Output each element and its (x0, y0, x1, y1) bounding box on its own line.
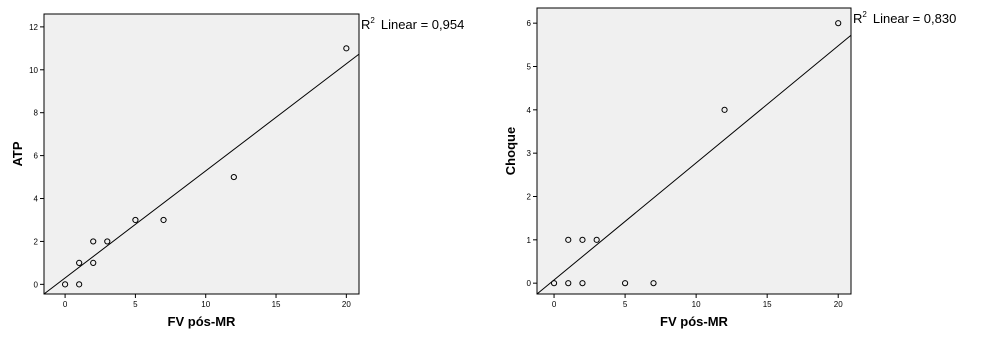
data-point (343, 45, 350, 52)
data-point (565, 280, 572, 287)
y-axis-label: ATP (10, 141, 25, 166)
data-point (90, 259, 97, 266)
y-tick-label: 0 (527, 279, 532, 288)
y-tick-label: 4 (34, 195, 39, 204)
y-tick-label: 1 (527, 236, 532, 245)
x-tick-label: 0 (552, 300, 557, 309)
data-point (61, 281, 69, 288)
data-point (721, 106, 728, 113)
y-tick-label: 2 (527, 193, 532, 202)
x-tick-label: 5 (133, 300, 138, 309)
r2-annotation: R2 Linear = 0,954 (361, 16, 464, 32)
y-tick-label: 10 (29, 66, 38, 75)
data-point (621, 280, 629, 287)
y-tick-label: 6 (527, 19, 532, 28)
data-point (593, 236, 600, 243)
data-point (76, 259, 83, 266)
y-tick-label: 6 (34, 152, 39, 161)
x-tick-label: 20 (342, 300, 351, 309)
data-point (579, 236, 586, 243)
r2-value: Linear = 0,954 (381, 17, 464, 32)
r2-prefix: R (361, 17, 370, 32)
y-tick-label: 8 (34, 109, 39, 118)
y-tick-label: 4 (527, 106, 532, 115)
x-tick-label: 20 (834, 300, 843, 309)
r2-superscript: 2 (862, 10, 867, 19)
x-tick-label: 5 (623, 300, 628, 309)
data-point (650, 280, 657, 287)
data-point (835, 20, 842, 27)
data-point (579, 280, 586, 287)
r2-value: Linear = 0,830 (873, 11, 956, 26)
data-point (550, 280, 558, 287)
data-point (90, 238, 97, 245)
x-tick-label: 15 (272, 300, 281, 309)
x-axis-label: FV pós-MR (168, 314, 236, 329)
plot-area (43, 13, 360, 295)
y-tick-label: 12 (29, 23, 38, 32)
plot-area (536, 7, 852, 295)
regression-line (43, 53, 360, 295)
data-point (76, 281, 83, 288)
data-point (565, 236, 572, 243)
data-point (104, 238, 111, 245)
data-point (230, 173, 237, 181)
y-axis-label: Choque (503, 127, 518, 175)
x-axis-label: FV pós-MR (660, 314, 728, 329)
x-tick-label: 10 (692, 300, 701, 309)
data-point (160, 216, 167, 224)
r2-superscript: 2 (370, 16, 375, 25)
y-tick-label: 5 (527, 63, 532, 72)
x-tick-label: 15 (763, 300, 772, 309)
r2-prefix: R (853, 11, 862, 26)
regression-line (536, 34, 852, 295)
r2-annotation: R2 Linear = 0,830 (853, 10, 956, 26)
y-tick-label: 0 (34, 280, 39, 289)
x-tick-label: 10 (201, 300, 210, 309)
y-tick-label: 3 (527, 149, 532, 158)
x-tick-label: 0 (63, 300, 68, 309)
y-tick-label: 2 (34, 237, 39, 246)
data-point (132, 216, 139, 224)
